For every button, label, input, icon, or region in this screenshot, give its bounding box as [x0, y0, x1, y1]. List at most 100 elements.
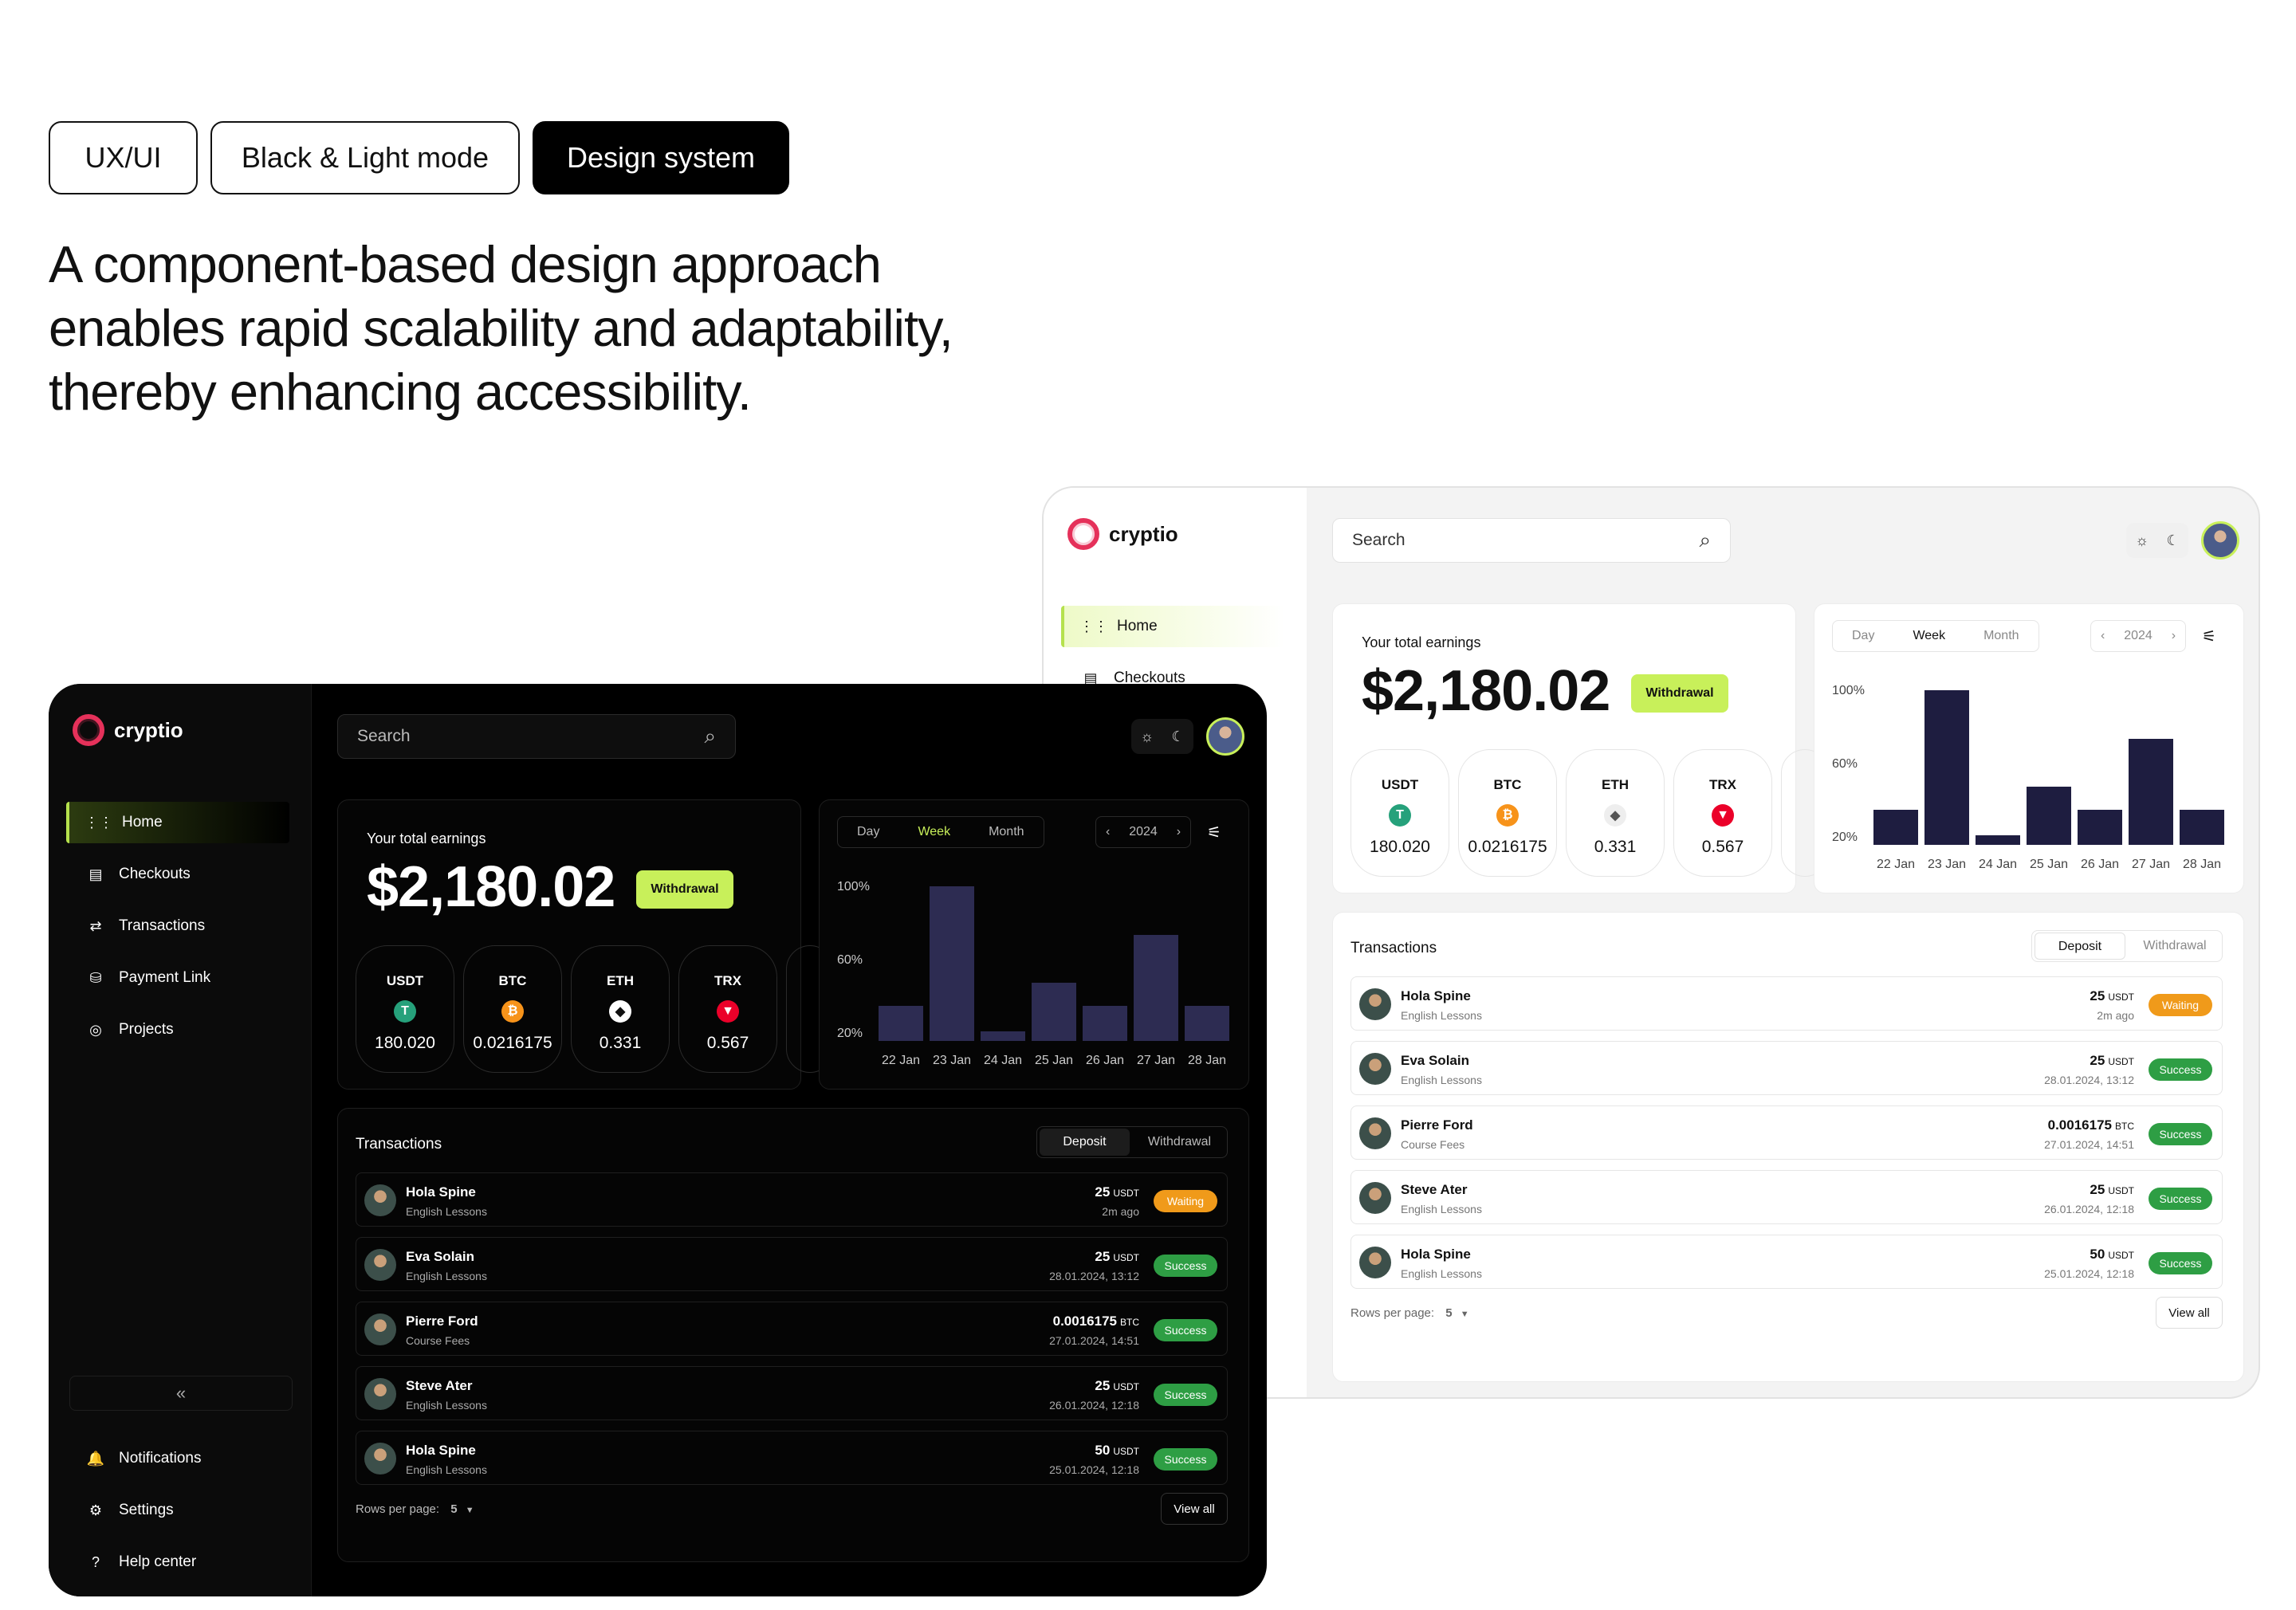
target-icon: ◎ — [89, 1021, 102, 1038]
transactions-card: Transactions Deposit Withdrawal Hola Spi… — [337, 1108, 1249, 1562]
coin-value: 0.567 — [706, 1034, 749, 1052]
withdrawal-button[interactable]: Withdrawal — [636, 870, 733, 909]
theme-toggle[interactable]: ☼ ☾ — [2126, 523, 2188, 558]
sidebar-item-projects[interactable]: ◎ Projects — [66, 1009, 289, 1050]
sidebar-item-help-center[interactable]: ? Help center — [66, 1541, 289, 1583]
coin-btc[interactable]: BTC ₿ 0.0216175 — [1458, 749, 1557, 877]
coin-eth[interactable]: ETH ◆ 0.331 — [571, 945, 670, 1073]
avatar[interactable] — [2201, 521, 2239, 560]
chart-bar[interactable] — [981, 1031, 1025, 1041]
sidebar-item-settings[interactable]: ⚙ Settings — [66, 1490, 289, 1531]
chevron-down-icon[interactable]: ▼ — [465, 1506, 474, 1515]
table-row[interactable]: Steve Ater English Lessons 25 USDT 26.01.… — [356, 1366, 1228, 1420]
eth-icon: ◆ — [1604, 804, 1626, 827]
coin-eth[interactable]: ETH ◆ 0.331 — [1566, 749, 1665, 877]
transaction-subtitle: English Lessons — [406, 1463, 487, 1476]
chevron-left-icon[interactable]: ‹ — [1105, 825, 1111, 838]
period-tab-day[interactable]: Day — [1852, 629, 1875, 642]
table-row[interactable]: Hola Spine English Lessons 25 USDT 2m ago… — [356, 1172, 1228, 1227]
earnings-value: $2,180.02 — [367, 855, 615, 919]
dark-dashboard: cryptio ⋮⋮ Home ▤ Checkouts ⇄ Transactions ⛁ Pay… — [49, 684, 1267, 1596]
search-placeholder: Search — [1352, 531, 1406, 549]
chart-bar[interactable] — [1083, 1006, 1127, 1041]
transaction-subtitle: English Lessons — [406, 1205, 487, 1218]
sidebar-item-home[interactable]: ⋮⋮ Home — [66, 802, 289, 843]
period-tab-month[interactable]: Month — [1983, 629, 2019, 642]
chart-bar[interactable] — [930, 886, 974, 1041]
sidebar-item-home[interactable]: ⋮⋮ Home — [1061, 606, 1284, 647]
table-row[interactable]: Pierre Ford Course Fees 0.0016175 BTC 27.… — [1350, 1105, 2223, 1160]
chevron-right-icon[interactable]: › — [2171, 629, 2176, 642]
table-row[interactable]: Eva Solain English Lessons 25 USDT 28.01.… — [1350, 1041, 2223, 1095]
status-badge: Success — [2149, 1058, 2212, 1081]
collapse-sidebar-button[interactable]: « — [69, 1376, 293, 1411]
transaction-amount: 50 — [2090, 1247, 2105, 1262]
sun-icon[interactable]: ☼ — [2135, 532, 2149, 548]
period-tab-day[interactable]: Day — [857, 825, 880, 838]
filter-icon[interactable]: ⚟ — [1207, 824, 1221, 842]
filter-icon[interactable]: ⚟ — [2202, 628, 2216, 646]
search-input[interactable]: Search ⌕ — [1332, 518, 1731, 563]
chart-card: Day Week Month ‹ 2024 › ⚟ 100% 60% 20% 22 Jan 23 … — [1814, 603, 2244, 893]
table-row[interactable]: Eva Solain English Lessons 25 USDT 28.01.… — [356, 1237, 1228, 1291]
view-all-button[interactable]: View all — [1161, 1493, 1228, 1525]
chart-bar[interactable] — [2078, 810, 2122, 845]
sidebar-item-payment-link[interactable]: ⛁ Payment Link — [66, 957, 289, 999]
chart-bar[interactable] — [1185, 1006, 1229, 1041]
transactions-title: Transactions — [356, 1136, 442, 1153]
sidebar-item-checkouts[interactable]: ▤ Checkouts — [66, 854, 289, 895]
avatar[interactable] — [1206, 717, 1244, 756]
transaction-unit: USDT — [1113, 1446, 1139, 1457]
chart-bar[interactable] — [1032, 983, 1076, 1041]
chart-bar[interactable] — [1976, 835, 2020, 845]
sidebar-item-checkouts[interactable]: ▤ Checkouts — [1061, 658, 1284, 699]
chart-bar[interactable] — [1873, 810, 1918, 845]
chevron-right-icon[interactable]: › — [1176, 825, 1181, 838]
tab-withdrawal[interactable]: Withdrawal — [2143, 939, 2207, 952]
tab-withdrawal[interactable]: Withdrawal — [1147, 1135, 1212, 1149]
chart-bar[interactable] — [1924, 690, 1969, 845]
avatar — [1359, 988, 1391, 1020]
coin-usdt[interactable]: USDT T 180.020 — [356, 945, 454, 1073]
chevron-down-icon[interactable]: ▼ — [1460, 1310, 1469, 1319]
coin-trx[interactable]: TRX ▼ 0.567 — [1673, 749, 1772, 877]
document-icon: ▤ — [88, 866, 103, 882]
rows-per-page-select[interactable]: 5 — [450, 1502, 458, 1516]
table-row[interactable]: Hola Spine English Lessons 25 USDT 2m ago… — [1350, 976, 2223, 1031]
coin-usdt[interactable]: USDT T 180.020 — [1350, 749, 1449, 877]
sun-icon[interactable]: ☼ — [1140, 728, 1154, 744]
coin-btc[interactable]: BTC ₿ 0.0216175 — [463, 945, 562, 1073]
moon-icon[interactable]: ☾ — [1171, 728, 1185, 744]
theme-toggle[interactable]: ☼ ☾ — [1131, 719, 1193, 754]
period-tab-week[interactable]: Week — [1913, 629, 1946, 642]
coin-value: 180.020 — [375, 1034, 435, 1052]
view-all-button[interactable]: View all — [2156, 1297, 2223, 1329]
tab-deposit[interactable]: Deposit — [2035, 933, 2125, 960]
chart-bar[interactable] — [2027, 787, 2071, 845]
table-row[interactable]: Pierre Ford Course Fees 0.0016175 BTC 27.… — [356, 1302, 1228, 1356]
chart-bar[interactable] — [2129, 738, 2173, 845]
table-row[interactable]: Steve Ater English Lessons 25 USDT 26.01.… — [1350, 1170, 2223, 1224]
period-tab-week[interactable]: Week — [918, 825, 951, 838]
table-row[interactable]: Hola Spine English Lessons 50 USDT 25.01.… — [356, 1431, 1228, 1485]
sidebar-item-notifications[interactable]: 🔔 Notifications — [66, 1438, 289, 1479]
x-tick-label: 26 Jan — [2080, 858, 2120, 871]
coin-trx[interactable]: TRX ▼ 0.567 — [678, 945, 777, 1073]
x-tick-label: 25 Jan — [2029, 858, 2069, 871]
table-row[interactable]: Hola Spine English Lessons 50 USDT 25.01.… — [1350, 1235, 2223, 1289]
chart-bar[interactable] — [1134, 934, 1178, 1041]
period-tab-month[interactable]: Month — [989, 825, 1024, 838]
sidebar-item-transactions[interactable]: ⇄ Transactions — [66, 905, 289, 947]
chart-bar[interactable] — [2180, 810, 2224, 845]
coin-symbol: TRX — [1709, 777, 1736, 792]
withdrawal-button[interactable]: Withdrawal — [1631, 674, 1728, 713]
y-tick-label: 100% — [837, 880, 870, 893]
chart-bar[interactable] — [879, 1006, 923, 1041]
moon-icon[interactable]: ☾ — [2166, 532, 2180, 548]
search-input[interactable]: Search ⌕ — [337, 714, 736, 759]
chevron-left-icon[interactable]: ‹ — [2100, 629, 2105, 642]
rows-per-page-select[interactable]: 5 — [1445, 1306, 1453, 1320]
avatar — [1359, 1247, 1391, 1278]
tab-deposit[interactable]: Deposit — [1040, 1129, 1130, 1156]
earnings-label: Your total earnings — [1362, 634, 1481, 650]
